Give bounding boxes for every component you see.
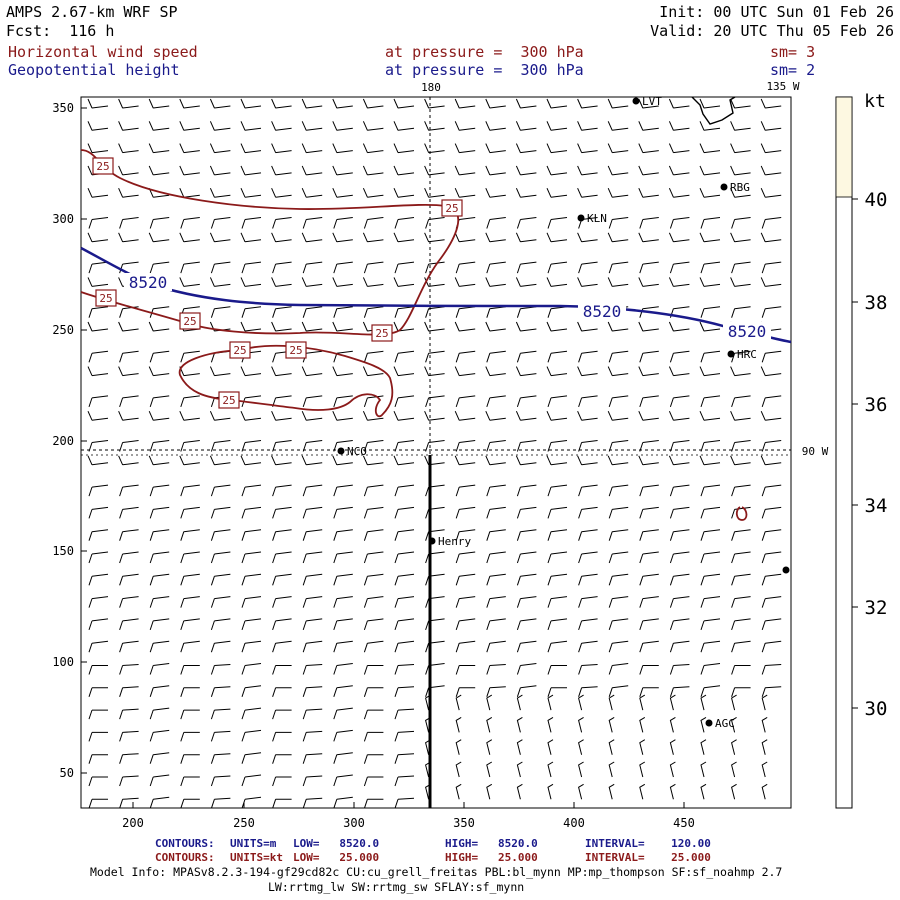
y-tick-label: 50 bbox=[60, 766, 74, 780]
station-dot bbox=[782, 566, 790, 574]
speed-label: 25 bbox=[233, 344, 246, 357]
height-label: 8520 bbox=[728, 322, 767, 341]
station-markers: LVT RBG KLN HRC NCO Henry AGC bbox=[337, 95, 790, 730]
speed-label: 25 bbox=[99, 292, 112, 305]
speed-label-box bbox=[229, 341, 251, 359]
model-title: AMPS 2.67-km WRF SP bbox=[6, 3, 178, 21]
model-info-2: LW:rrtmg_lw SW:rrtmg_sw SFLAY:sf_mynn bbox=[268, 880, 525, 894]
field2-name: Geopotential height bbox=[8, 61, 180, 79]
colorbar-tick-label: 32 bbox=[865, 597, 888, 619]
footer1-low: LOW= 8520.0 bbox=[293, 837, 380, 850]
height-contour-labels: 8520 8520 8520 bbox=[124, 273, 771, 341]
forecast-hour: Fcst: 116 h bbox=[6, 22, 115, 40]
speed-label-box bbox=[441, 199, 463, 217]
map-frame bbox=[80, 96, 792, 809]
init-time: Init: 00 UTC Sun 01 Feb 26 bbox=[659, 3, 894, 21]
station-label: AGC bbox=[715, 717, 735, 730]
colorbar-tick-label: 36 bbox=[865, 394, 888, 416]
y-tick-label: 100 bbox=[52, 655, 74, 669]
station-dot bbox=[632, 97, 640, 105]
footer2-units: UNITS=kt bbox=[230, 851, 283, 864]
footer1-units: UNITS=m bbox=[230, 837, 277, 850]
footer1-high: HIGH= 8520.0 bbox=[445, 837, 538, 850]
height-label-bg bbox=[723, 322, 771, 340]
colorbar-swatch bbox=[835, 96, 853, 198]
station-label: NCO bbox=[347, 445, 367, 458]
colorbar-tick-label: 34 bbox=[865, 495, 888, 517]
station-label: KLN bbox=[587, 212, 607, 225]
colorbar-tick-label: 30 bbox=[865, 698, 888, 720]
x-axis: 200 250 300 350 400 450 bbox=[122, 802, 695, 830]
field1-name: Horizontal wind speed bbox=[8, 43, 198, 61]
colorbar-ticks: 40 38 36 34 32 30 bbox=[852, 189, 887, 720]
speed-label: 25 bbox=[222, 394, 235, 407]
speed-label-box bbox=[285, 341, 307, 359]
x-tick-label: 400 bbox=[563, 816, 585, 830]
footer2-low: LOW= 25.000 bbox=[293, 851, 380, 864]
colorbar-unit: kt bbox=[864, 91, 886, 112]
field1-level: at pressure = 300 hPa bbox=[385, 43, 584, 61]
x-tick-label: 200 bbox=[122, 816, 144, 830]
speed-label: 25 bbox=[445, 202, 458, 215]
meridian-label-90w: 90 W bbox=[802, 445, 829, 458]
colorbar-frame bbox=[835, 96, 853, 809]
y-tick-label: 300 bbox=[52, 212, 74, 226]
speed-label: 25 bbox=[96, 160, 109, 173]
model-info: Model Info: MPASv8.2.3-194-gf29cd82c CU:… bbox=[90, 865, 783, 879]
speed-label-box bbox=[92, 157, 114, 175]
station-dot bbox=[577, 214, 585, 222]
y-tick-label: 350 bbox=[52, 101, 74, 115]
footer2-interval: INTERVAL= 25.000 bbox=[585, 851, 711, 864]
y-tick-label: 200 bbox=[52, 434, 74, 448]
station-dot bbox=[720, 183, 728, 191]
x-tick-label: 250 bbox=[233, 816, 255, 830]
height-label-bg bbox=[578, 302, 626, 320]
station-dot bbox=[727, 350, 735, 358]
speed-label: 25 bbox=[375, 327, 388, 340]
colorbar-tick-label: 40 bbox=[865, 189, 888, 211]
speed-contour-labels: 25 25 25 25 25 25 25 25 bbox=[92, 157, 463, 409]
field1-smooth: sm= 3 bbox=[770, 43, 816, 61]
station-label: RBG bbox=[730, 181, 750, 194]
speed-label: 25 bbox=[289, 344, 302, 357]
meridian-label-135w: 135 W bbox=[766, 80, 799, 93]
x-tick-label: 450 bbox=[673, 816, 695, 830]
station-dot bbox=[337, 447, 345, 455]
y-axis: 350 300 250 200 150 100 50 bbox=[52, 101, 87, 780]
speed-label-box bbox=[218, 391, 240, 409]
coastline bbox=[691, 96, 736, 125]
field2-smooth: sm= 2 bbox=[770, 61, 816, 79]
speed-label-box bbox=[371, 324, 393, 342]
height-label: 8520 bbox=[583, 302, 622, 321]
x-tick-label: 350 bbox=[453, 816, 475, 830]
footer2-high: HIGH= 25.000 bbox=[445, 851, 538, 864]
y-tick-label: 150 bbox=[52, 544, 74, 558]
speed-label-box bbox=[179, 312, 201, 330]
colorbar-tick-label: 38 bbox=[865, 292, 888, 314]
y-tick-label: 250 bbox=[52, 323, 74, 337]
meridian-label-180: 180 bbox=[421, 81, 441, 94]
station-label: HRC bbox=[737, 348, 757, 361]
height-label: 8520 bbox=[129, 273, 168, 292]
wind-barbs bbox=[87, 98, 782, 809]
speed-contours bbox=[80, 149, 748, 521]
station-label: Henry bbox=[438, 535, 471, 548]
station-dot bbox=[428, 537, 436, 545]
speed-label-box bbox=[95, 289, 117, 307]
speed-label: 25 bbox=[183, 315, 196, 328]
height-label-bg bbox=[124, 273, 172, 291]
station-dot bbox=[705, 719, 713, 727]
x-tick-label: 300 bbox=[343, 816, 365, 830]
footer2-contours: CONTOURS: bbox=[155, 851, 215, 864]
valid-time: Valid: 20 UTC Thu 05 Feb 26 bbox=[650, 22, 894, 40]
field2-level: at pressure = 300 hPa bbox=[385, 61, 584, 79]
station-label: LVT bbox=[642, 95, 662, 108]
footer1-contours: CONTOURS: bbox=[155, 837, 215, 850]
footer1-interval: INTERVAL= 120.00 bbox=[585, 837, 711, 850]
